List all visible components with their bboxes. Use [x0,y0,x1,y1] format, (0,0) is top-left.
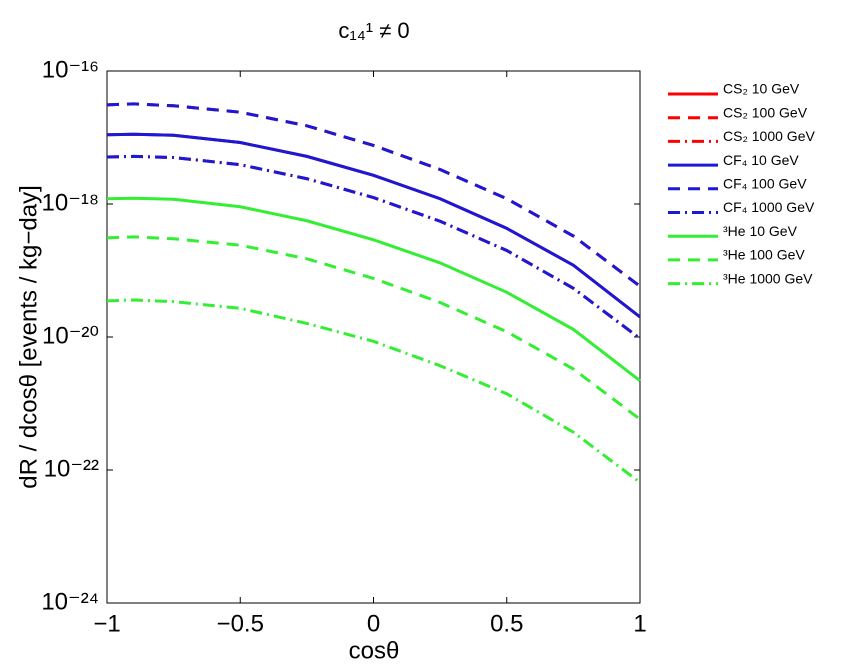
legend-label: CS₂ 10 GeV [723,81,800,97]
line-series [106,196,641,382]
y-axis-label: dR / dcosθ [events / kg−day] [15,185,42,489]
legend-label: CF₄ 1000 GeV [723,199,815,215]
y-tick-label: 10⁻²² [44,455,99,482]
plot-frame [106,70,641,604]
x-tick-label: −0.5 [217,610,264,637]
legend-label: ³He 1000 GeV [723,270,813,286]
line-series [106,132,641,319]
line-series [106,132,641,319]
x-tick-label: 0.5 [490,610,523,637]
line-series [106,235,641,421]
legend-label: CF₄ 10 GeV [723,152,799,168]
y-tick-label: 10⁻²⁴ [41,588,99,615]
legend-label: ³He 10 GeV [723,223,798,239]
y-tick-label: 10⁻¹⁶ [42,56,99,83]
y-tick-label: 10⁻²⁰ [42,322,99,349]
x-tick-label: −1 [93,610,120,637]
line-series [106,298,641,484]
x-tick-label: 0 [367,610,380,637]
line-series [106,102,641,288]
chart-title: c₁₄¹ ≠ 0 [338,18,409,43]
x-axis-label: cosθ [349,637,400,664]
line-series [106,154,641,340]
legend-label: CS₂ 1000 GeV [723,128,815,144]
legend-label: CF₄ 100 GeV [723,176,807,192]
x-tick-label: 1 [633,610,646,637]
line-series [106,154,641,340]
legend-label: ³He 100 GeV [723,247,805,263]
legend-label: CS₂ 100 GeV [723,104,808,120]
y-tick-label: 10⁻¹⁸ [42,189,99,216]
